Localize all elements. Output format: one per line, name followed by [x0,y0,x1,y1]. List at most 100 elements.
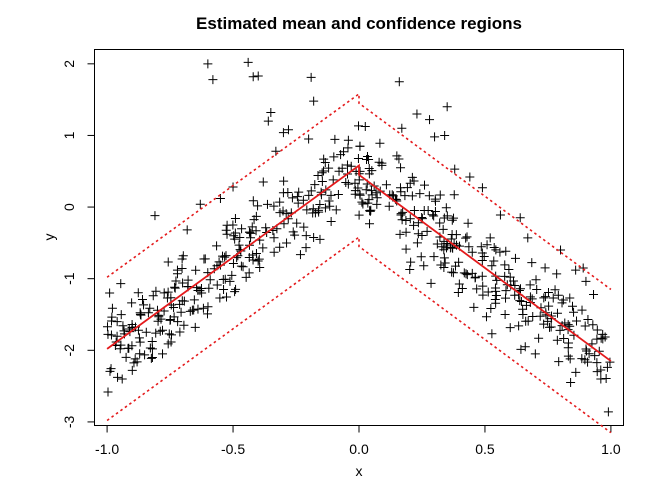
data-point [292,192,302,202]
data-point [254,254,264,264]
data-point [439,253,449,263]
data-point [429,211,439,221]
data-point [445,243,455,253]
data-point [592,367,602,377]
data-point [106,364,116,374]
data-point [258,243,268,253]
data-point [449,213,459,223]
data-point [367,166,377,176]
data-point [532,285,542,295]
data-point [495,247,505,257]
data-point [407,172,417,182]
data-point [552,335,562,345]
data-point [592,358,602,368]
data-point [208,75,218,85]
data-point [405,214,415,224]
data-point [107,303,117,313]
data-point [401,215,411,225]
data-point [564,338,574,348]
data-point [134,333,144,343]
data-point [333,189,343,199]
data-point [438,224,448,234]
data-point [121,352,131,362]
data-point [228,258,238,268]
data-point [197,288,207,298]
data-point [304,190,314,200]
data-point [248,196,258,206]
data-point [508,276,518,286]
data-point [440,258,450,268]
data-point [105,288,115,298]
data-point [275,197,285,207]
data-point [589,290,599,300]
mean-line [106,163,612,362]
data-point [447,230,457,240]
data-point [487,329,497,339]
data-point [278,128,288,138]
data-point [590,351,600,361]
data-point [417,230,427,240]
data-point [299,222,309,232]
data-point [234,240,244,250]
data-point [230,234,240,244]
data-point [132,357,142,367]
data-point [170,282,180,292]
y-tick-label: -1 [61,272,77,285]
data-point [491,286,501,296]
data-point [375,138,385,148]
y-tick-label: -3 [61,415,77,428]
data-point [432,239,442,249]
data-point [271,146,281,156]
data-point [318,166,328,176]
data-point [103,387,113,397]
data-point [107,312,117,322]
data-point [246,233,256,243]
data-point [409,220,419,230]
data-point [442,211,452,221]
data-point [350,178,360,188]
data-point [477,183,487,193]
data-point [495,210,505,220]
data-point [397,123,407,133]
data-point [198,303,208,313]
x-tick-label: 0.5 [475,441,495,457]
data-point [413,229,423,239]
data-point [151,328,161,338]
data-point [102,322,112,332]
data-point [539,319,549,329]
data-point [476,242,486,252]
data-point [515,296,525,306]
data-point [429,252,439,262]
data-point [329,152,339,162]
data-point [487,261,497,271]
data-point [504,265,514,275]
data-point [544,301,554,311]
data-point [330,134,340,144]
data-point [415,189,425,199]
data-point [395,229,405,239]
data-point [515,213,525,223]
data-point [135,349,145,359]
data-point [244,268,254,278]
data-point [355,190,365,200]
data-point [367,190,377,200]
data-point [295,250,305,260]
data-point [179,320,189,330]
data-point [117,374,127,384]
data-point [243,57,253,67]
data-point [412,238,422,248]
data-point [222,292,232,302]
data-point [571,367,581,377]
data-point [355,141,365,151]
data-point [163,287,173,297]
data-point [116,310,126,320]
data-point [306,72,316,82]
data-point [293,198,303,208]
data-point [584,349,594,359]
data-point [189,295,199,305]
data-point [147,336,157,346]
data-point [491,245,501,255]
data-point [310,180,320,190]
data-point [518,304,528,314]
